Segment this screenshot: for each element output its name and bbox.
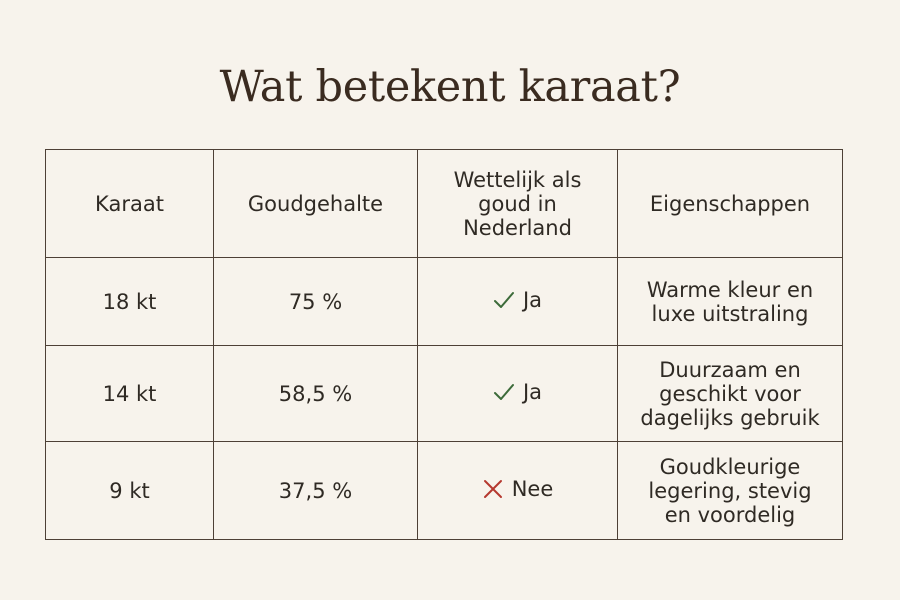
cell-karaat: 18 kt — [45, 257, 214, 346]
cell-wettelijk: Ja — [417, 345, 618, 442]
check-icon — [493, 382, 515, 402]
cell-karaat: 9 kt — [45, 441, 214, 540]
karaat-table: Karaat Goudgehalte Wettelijk als goud in… — [45, 149, 843, 540]
header-wettelijk-label: Wettelijk als goud in Nederland — [453, 167, 582, 240]
check-icon — [493, 290, 515, 310]
cell-eigenschappen: Goudkleurige legering, stevig en voordel… — [617, 441, 843, 540]
cell-eigenschappen: Warme kleur en luxe uitstraling — [617, 257, 843, 346]
page-title: Wat betekent karaat? — [219, 62, 681, 112]
header-wettelijk: Wettelijk als goud in Nederland — [417, 149, 618, 258]
header-goudgehalte: Goudgehalte — [213, 149, 418, 258]
wettelijk-label: Ja — [522, 288, 543, 312]
eigenschappen-text: Goudkleurige legering, stevig en voordel… — [648, 454, 812, 527]
cell-goudgehalte: 37,5 % — [213, 441, 418, 540]
table-row: 14 kt 58,5 % Ja Duurzaam en geschikt voo… — [45, 345, 843, 442]
table-row: 9 kt 37,5 % Nee Goudkleurige legering, s… — [45, 441, 843, 540]
wettelijk-label: Ja — [522, 380, 543, 404]
cross-icon — [482, 478, 504, 500]
cell-karaat: 14 kt — [45, 345, 214, 442]
eigenschappen-text: Warme kleur en luxe uitstraling — [646, 277, 814, 326]
cell-goudgehalte: 58,5 % — [213, 345, 418, 442]
cell-wettelijk: Ja — [417, 257, 618, 346]
cell-goudgehalte: 75 % — [213, 257, 418, 346]
table-header-row: Karaat Goudgehalte Wettelijk als goud in… — [45, 149, 843, 258]
wettelijk-label: Nee — [511, 476, 554, 501]
cell-wettelijk: Nee — [417, 441, 618, 540]
header-karaat: Karaat — [45, 149, 214, 258]
table-row: 18 kt 75 % Ja Warme kleur en luxe uitstr… — [45, 257, 843, 346]
eigenschappen-text: Duurzaam en geschikt voor dagelijks gebr… — [640, 357, 820, 430]
header-eigenschappen: Eigenschappen — [617, 149, 843, 258]
cell-eigenschappen: Duurzaam en geschikt voor dagelijks gebr… — [617, 345, 843, 442]
